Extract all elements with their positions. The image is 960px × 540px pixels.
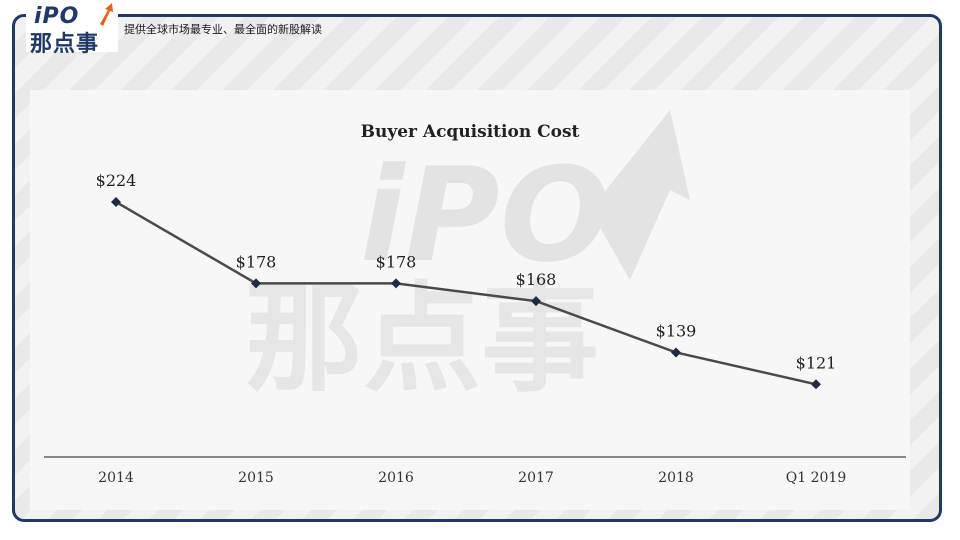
watermark-ipo-text: iPO [360, 139, 610, 291]
data-point-marker [111, 197, 121, 207]
watermark-arrow-icon [590, 110, 690, 280]
chart-title: Buyer Acquisition Cost [361, 122, 580, 142]
data-labels: $224 $178 $178 $168 $139 $121 [96, 171, 837, 372]
data-label: $121 [796, 353, 837, 372]
x-tick-label: Q1 2019 [786, 470, 846, 486]
data-label: $178 [376, 252, 417, 271]
data-point-marker [251, 278, 261, 289]
chart-background [30, 90, 910, 510]
logo-cn-text: 那点事 [30, 32, 100, 57]
arrow-up-icon [100, 3, 113, 26]
x-tick-label: 2017 [518, 470, 554, 486]
data-markers [111, 197, 821, 390]
watermark-cn-text: 那点事 [245, 270, 599, 408]
data-point-marker [811, 379, 821, 390]
x-tick-label: 2015 [238, 470, 274, 486]
series-line [115, 200, 817, 386]
line-chart: iPO 那点事 Buyer Acquisition Cost $224$178 $… [44, 110, 906, 486]
data-label: $178 [236, 252, 277, 271]
logo-ipo-text: iPO [34, 4, 80, 29]
data-point-marker [531, 296, 541, 307]
data-point-marker [671, 347, 681, 358]
data-label: $139 [656, 321, 697, 340]
data-label: $224 [96, 171, 137, 190]
x-tick-label: 2016 [378, 470, 414, 486]
x-tick-labels: 2014 2015 2016 2017 2018 Q1 2019 [98, 470, 846, 486]
x-tick-label: 2014 [98, 470, 134, 486]
x-tick-label: 2018 [658, 470, 694, 486]
watermark: iPO 那点事 [245, 110, 690, 408]
data-label: $168 [516, 270, 557, 289]
header-tagline: 提供全球市场最专业、最全面的新股解读 [124, 23, 322, 36]
logo: iPO 那点事 [26, 2, 118, 57]
data-point-marker [391, 278, 401, 289]
